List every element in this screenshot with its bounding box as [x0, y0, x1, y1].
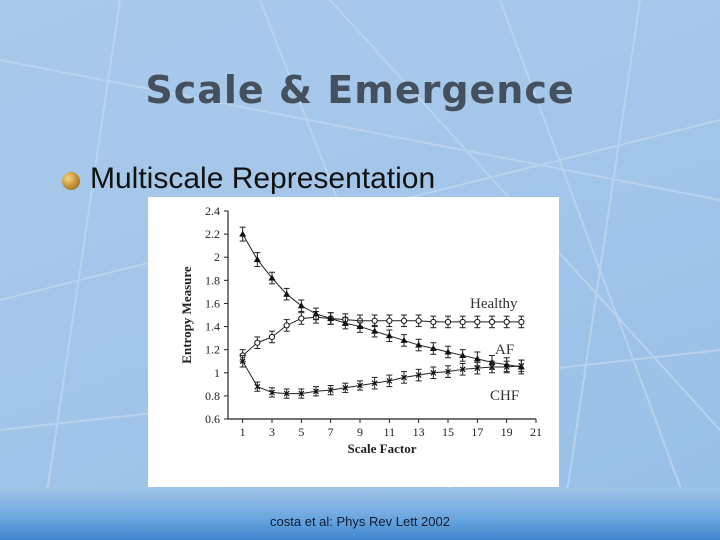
data-point	[488, 318, 496, 326]
chart-axes	[224, 210, 537, 423]
y-tick-label: 2	[214, 250, 220, 264]
data-point	[254, 339, 261, 346]
data-point	[400, 336, 408, 343]
series-label: Healthy	[470, 296, 518, 312]
data-point	[385, 332, 393, 339]
y-tick-label: 2.4	[205, 204, 220, 218]
data-point	[444, 318, 452, 326]
data-point	[445, 368, 451, 375]
data-point	[518, 362, 525, 369]
entropy-chart: 0.60.811.21.41.61.822.22.41 3 5 7 9 11 13 15 17 1…	[179, 204, 542, 456]
x-tick-label: 7	[328, 425, 334, 439]
x-tick-label: 3	[269, 425, 275, 439]
y-tick-label: 1.4	[205, 320, 220, 334]
data-point	[239, 358, 246, 365]
data-point	[269, 389, 275, 396]
data-point	[327, 314, 335, 321]
chart-labels: 0.60.811.21.41.61.822.22.41 3 5 7 9 11 13 15 17 1…	[179, 204, 542, 456]
data-point	[474, 318, 481, 326]
data-point	[312, 310, 320, 317]
data-point	[313, 388, 319, 395]
data-point	[430, 369, 437, 376]
data-point	[297, 302, 305, 309]
data-point	[386, 377, 393, 384]
data-point	[371, 380, 378, 387]
data-point	[459, 318, 466, 326]
data-point	[268, 274, 276, 281]
data-point	[429, 345, 437, 352]
data-point	[415, 341, 423, 348]
bullet-text: Multiscale Representation	[90, 162, 436, 195]
y-axis-label: Entropy Measure	[179, 266, 194, 364]
y-tick-label: 1.6	[205, 296, 220, 310]
x-tick-label: 15	[442, 425, 454, 439]
chart-marks	[239, 226, 525, 399]
x-tick-label: 11	[384, 425, 396, 439]
data-point	[459, 351, 467, 358]
x-tick-label: 19	[501, 425, 513, 439]
data-point	[283, 290, 291, 297]
x-axis-label: Scale Factor	[348, 441, 417, 456]
data-point	[341, 319, 349, 326]
bottom-band	[0, 488, 720, 540]
citation: costa et al: Phys Rev Lett 2002	[270, 514, 450, 529]
data-point	[430, 318, 437, 326]
data-point	[503, 364, 510, 370]
data-point	[254, 383, 261, 390]
data-point	[283, 390, 290, 397]
data-point	[371, 317, 378, 324]
data-point	[489, 364, 495, 370]
x-tick-label: 13	[413, 425, 425, 439]
data-point	[327, 387, 334, 394]
data-point	[386, 317, 393, 324]
data-point	[356, 323, 364, 330]
data-point	[357, 382, 363, 389]
y-tick-label: 0.6	[205, 412, 220, 426]
data-point	[401, 374, 407, 381]
y-tick-label: 0.8	[205, 389, 220, 403]
data-point	[371, 327, 379, 334]
series-label: AF	[495, 342, 514, 358]
bullet-icon	[62, 172, 80, 190]
data-point	[342, 384, 349, 391]
data-point	[283, 322, 290, 329]
slide-title: Scale & Emergence	[145, 68, 575, 112]
x-tick-label: 21	[530, 425, 542, 439]
series-label: CHF	[490, 388, 519, 404]
y-tick-label: 1	[214, 366, 220, 380]
data-point	[400, 317, 408, 324]
chart-figure: 0.6 0.8 1 1.2 1.4 1.6 1.8 2 2.2 2.4 1 3 5 7 9 11 13 15 17 1…	[148, 197, 559, 487]
data-point	[473, 355, 481, 362]
y-tick-label: 1.2	[205, 343, 220, 357]
data-point	[415, 317, 422, 324]
data-point	[298, 390, 305, 397]
x-tick-label: 17	[471, 425, 483, 439]
data-point	[415, 372, 422, 379]
data-point	[444, 348, 452, 355]
y-tick-label: 2.2	[205, 227, 220, 241]
data-point	[298, 315, 305, 322]
x-tick-label: 5	[298, 425, 304, 439]
y-tick-label: 1.8	[205, 273, 220, 287]
data-point	[239, 230, 247, 237]
data-point	[268, 333, 276, 341]
data-point	[474, 365, 481, 372]
data-point	[503, 318, 510, 326]
data-point	[518, 318, 525, 326]
x-tick-label: 1	[240, 425, 246, 439]
x-tick-label: 9	[357, 425, 363, 439]
series-line	[242, 360, 522, 395]
data-point	[459, 366, 466, 373]
data-point	[253, 256, 261, 263]
